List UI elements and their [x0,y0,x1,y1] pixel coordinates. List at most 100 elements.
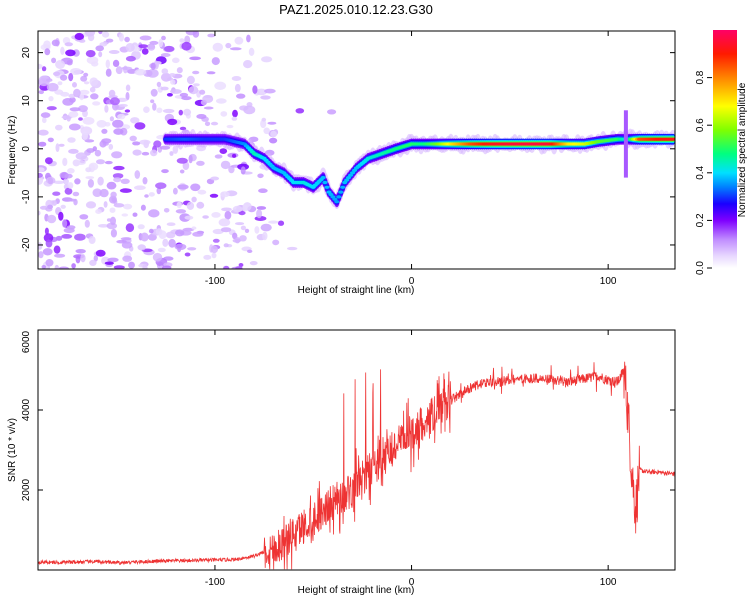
spectrogram-noise-cell [161,68,169,75]
spectrogram-noise-cell [97,176,104,186]
spectrogram-noise-cell [59,171,69,179]
spectrogram-ridge-cell [330,195,336,199]
spectrogram-noise-cell [257,173,264,179]
spectrogram-noise-cell [54,264,59,269]
spectrogram-noise-cell [206,71,216,75]
spectrogram-noise-cell [258,188,268,193]
spectrogram-noise-cell [83,81,90,85]
spectrogram-noise-cell [44,227,49,235]
spectrogram-noise-cell [215,98,227,104]
spectrogram-noise-cell [121,241,133,249]
spectrogram-noise-cell [38,129,49,136]
spectrogram-y-tick-label: 0 [21,146,32,152]
spectrogram-ridge-cell [336,195,342,199]
spectrogram-noise-cell [60,91,70,97]
spectrogram-noise-cell [38,63,43,70]
spectrogram-noise-cell [120,178,130,184]
spectrogram-noise-cell [270,130,277,138]
spectrogram-noise-cell [111,151,123,159]
spectrogram-noise-cell [98,224,109,228]
spectrogram-noise-cell [38,176,44,185]
spectrogram-noise-cell [107,257,119,263]
spectrogram-noise-cell [236,93,246,99]
spectrogram-noise-cell [42,248,53,256]
spectrogram-noise-cell [238,263,244,267]
spectrogram-noise-cell [85,50,96,58]
spectrogram-noise-cell [104,105,109,113]
spectrogram-noise-cell [232,205,243,213]
spectrogram-y-ticks: -20 -10 0 10 20 [21,47,675,252]
spectrogram-noise-cell [246,34,251,43]
spectrogram-noise-cell [261,117,267,122]
spectrogram-noise-cell [105,68,112,77]
spectrogram-noise-cell [134,122,146,130]
snr-x-tick-label: -100 [205,577,225,588]
spectrogram-noise-cell [234,36,244,45]
spectrogram-noise-cell [132,212,138,217]
spectrogram-noise-cell [95,249,106,257]
spectrogram-noise-cell [239,235,247,242]
spectrogram-noise-cell [220,111,228,117]
spectrogram-ridge-cell [348,173,354,177]
spectrogram-noise-cell [212,228,224,235]
spectrogram-noise-cell [85,176,95,180]
spectrogram-noise-cell [62,98,74,106]
spectrogram-noise-cell [158,38,164,48]
spectrogram-noise-cell [55,60,66,69]
spectrogram-noise-cell [74,32,85,41]
spectrogram-noise-cell [47,137,54,143]
snr-frame [37,329,676,571]
spectrogram-noise-cell [95,45,104,52]
spectrogram-noise-cell [72,191,80,197]
snr-x-ticks: -100 0 100 [205,330,617,588]
spectrogram-noise-cell [252,85,258,94]
spectrogram-noise-cell [41,66,47,72]
spectrogram-noise-cell [141,48,149,55]
spectrogram-noise-cell [200,99,207,106]
spectrogram-noise-cell [175,209,187,214]
spectrogram-noise-cell [73,88,81,98]
spectrogram-noise-cell [113,265,125,269]
spectrogram-noise-cell [186,75,195,85]
colorbar: 0.0 0.2 0.4 0.6 0.8 Normalized spectral ampl… [695,30,748,275]
spectrogram-noise-cell [176,157,188,164]
spectrogram-noise-cell [161,35,166,41]
spectrogram-y-tick-label: 20 [21,47,32,59]
spectrogram-noise-cell [93,255,99,262]
spectrogram-noise-cell [234,83,241,93]
colorbar-gradient [713,30,737,268]
spectrogram-noise-cell [255,88,268,96]
spectrogram-noise-cell [121,66,133,71]
spectrogram-y-tick-label: -10 [21,189,32,204]
spectrogram-noise-cell [186,201,195,210]
spectrogram-noise-cell [54,253,66,258]
spectrogram-noise-cell [211,252,217,259]
spectrogram-noise-cell [147,44,156,51]
spectrogram-noise-cell [61,234,73,239]
spectrogram-noise-cell [150,149,158,157]
snr-x-label: Height of straight line (km) [298,585,415,596]
spectrogram-noise-cell [214,81,227,91]
spectrogram-noise-cell [191,196,197,203]
colorbar-label: Normalized spectral amplitude [737,82,748,217]
spectrogram-noise-cell [132,141,141,146]
snr-x-tick-label: 100 [600,577,617,588]
spectrogram-noise-cell [68,111,79,118]
spectrogram-noise-cell [125,223,135,233]
spectrogram-noise-cell [134,68,147,76]
spectrogram-noise-cell [112,59,120,67]
spectrogram-noise-cell [267,121,277,125]
spectrogram-noise-cell [153,140,162,148]
spectrogram-noise-cell [53,245,61,254]
spectrogram-noise-cell [41,265,47,269]
spectrogram-noise-cell [38,251,44,259]
spectrogram-noise-cell [139,139,151,145]
spectrogram-noise-cell [137,224,145,230]
spectrogram-noise-cell [85,167,92,173]
spectrogram-noise-cell [42,117,47,124]
spectrogram-noise-cell [176,201,182,209]
spectrogram-noise-cell [67,168,75,174]
spectrogram-noise-cell [260,119,267,129]
spectrogram-noise-cell [51,57,57,64]
spectrogram-noise-cell [95,209,102,214]
